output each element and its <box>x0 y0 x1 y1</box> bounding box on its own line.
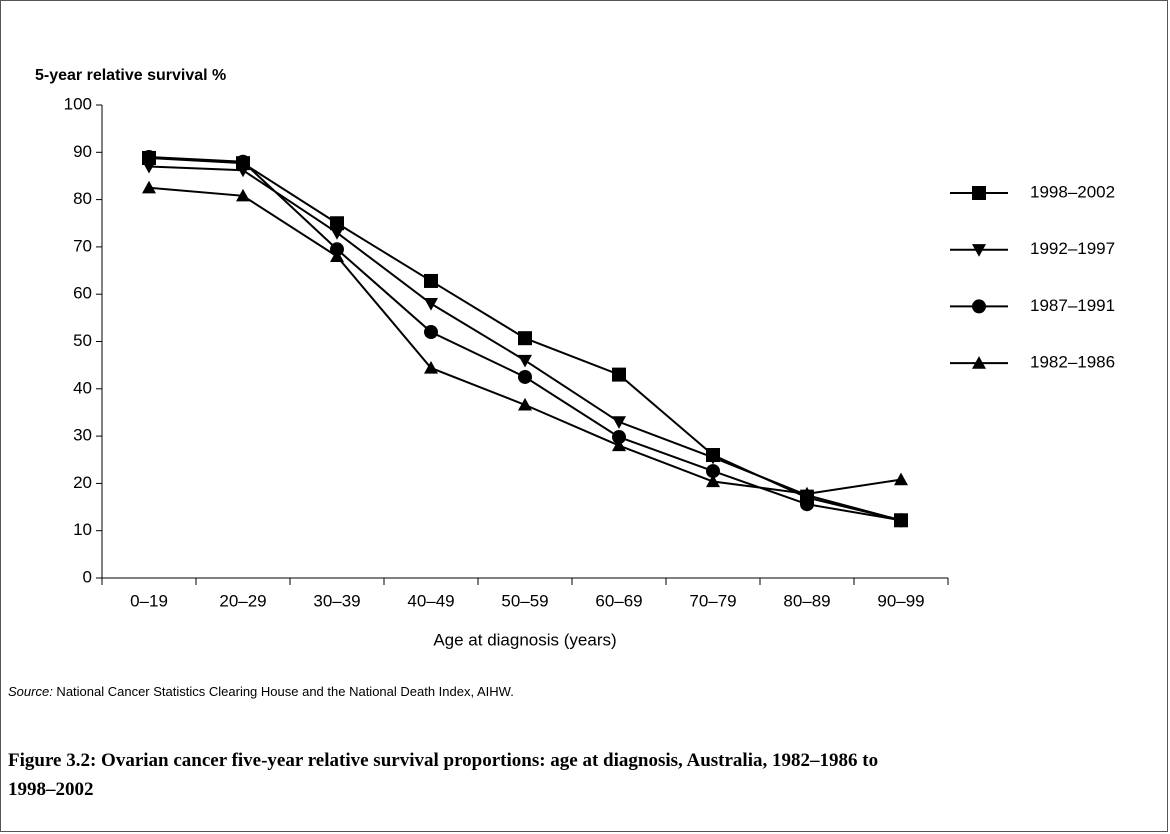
marker <box>142 160 156 174</box>
marker <box>972 186 986 200</box>
marker <box>612 367 626 382</box>
marker <box>236 154 250 169</box>
y-tick-label: 20 <box>73 473 92 492</box>
y-tick-label: 50 <box>73 331 92 350</box>
marker <box>424 298 438 311</box>
marker <box>424 325 438 340</box>
x-tick-label: 30–39 <box>313 591 360 610</box>
marker <box>142 180 156 194</box>
marker <box>972 244 986 257</box>
x-tick-label: 90–99 <box>877 591 924 610</box>
y-tick-label: 30 <box>73 426 92 445</box>
marker <box>800 497 814 512</box>
marker <box>236 164 250 178</box>
marker <box>518 354 532 368</box>
x-tick-label: 0–19 <box>130 591 168 610</box>
y-tick-label: 10 <box>73 520 92 539</box>
source-text: National Cancer Statistics Clearing Hous… <box>52 684 514 699</box>
marker <box>424 360 438 374</box>
y-tick-label: 40 <box>73 378 92 397</box>
source-label: Source: <box>8 684 53 699</box>
marker <box>706 464 720 479</box>
figure-caption: Figure 3.2: Ovarian cancer five-year rel… <box>8 750 879 800</box>
y-tick-label: 100 <box>64 94 92 113</box>
legend-label: 1987–1991 <box>1030 296 1115 315</box>
x-tick-label: 70–79 <box>689 591 736 610</box>
marker <box>612 438 626 452</box>
y-tick-label: 0 <box>83 567 92 586</box>
marker <box>612 430 626 445</box>
source-note: Source: National Cancer Statistics Clear… <box>8 684 514 699</box>
marker <box>894 472 908 486</box>
y-tick-label: 90 <box>73 142 92 161</box>
marker <box>518 369 532 384</box>
marker <box>706 474 720 488</box>
marker <box>972 299 986 314</box>
marker <box>236 188 250 202</box>
marker <box>142 150 156 165</box>
marker <box>612 416 626 429</box>
marker <box>330 242 344 257</box>
x-tick-label: 80–89 <box>783 591 830 610</box>
marker <box>424 273 438 288</box>
legend-label: 1982–1986 <box>1030 353 1115 372</box>
marker <box>330 249 344 262</box>
marker <box>518 331 532 346</box>
x-tick-label: 50–59 <box>501 591 548 610</box>
marker <box>972 356 986 369</box>
y-tick-label: 60 <box>73 284 92 303</box>
y-axis-title: 5-year relative survival % <box>35 67 226 84</box>
legend-label: 1998–2002 <box>1030 182 1115 201</box>
legend-label: 1992–1997 <box>1030 239 1115 258</box>
x-tick-label: 20–29 <box>219 591 266 610</box>
x-axis-title: Age at diagnosis (years) <box>433 630 616 649</box>
marker <box>894 513 908 528</box>
marker <box>518 397 532 411</box>
x-tick-label: 60–69 <box>595 591 642 610</box>
marker <box>706 451 720 465</box>
marker <box>330 227 344 240</box>
marker <box>330 216 344 231</box>
marker <box>800 486 814 500</box>
x-tick-label: 40–49 <box>407 591 454 610</box>
y-tick-label: 80 <box>73 189 92 208</box>
y-tick-label: 70 <box>73 236 92 255</box>
